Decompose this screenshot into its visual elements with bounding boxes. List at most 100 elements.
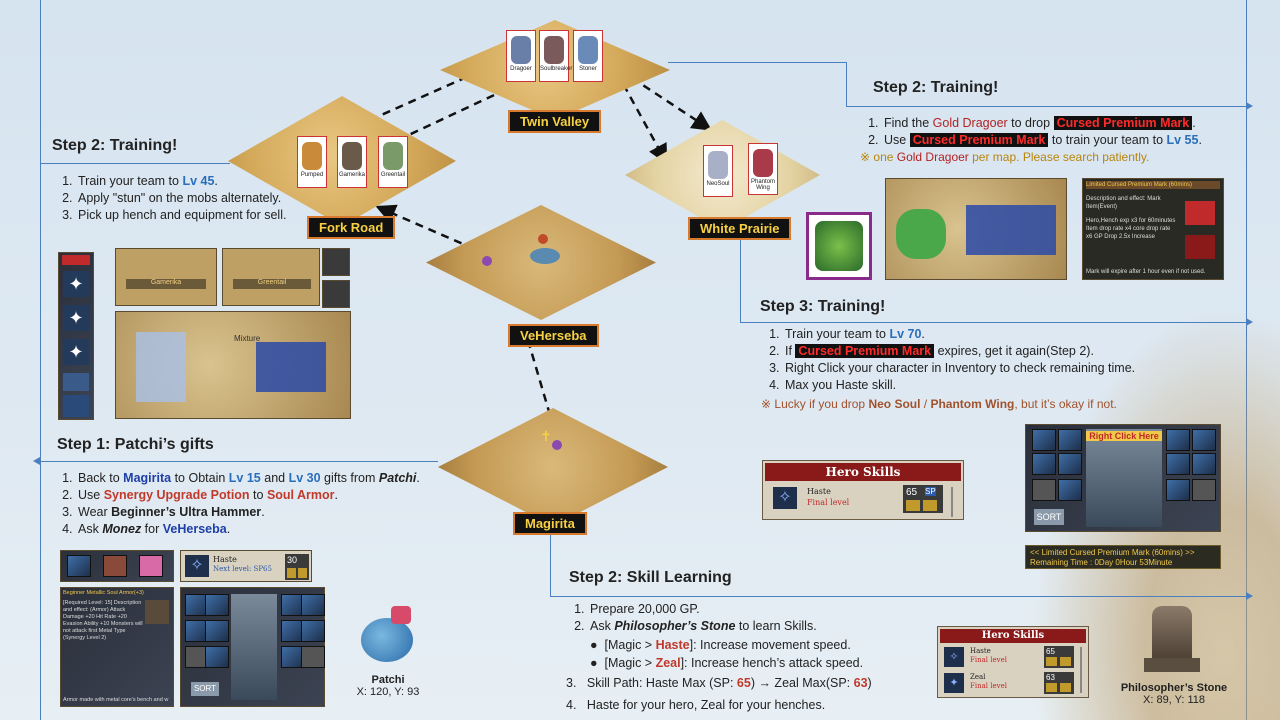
panel-title: Hero Skills	[765, 463, 961, 481]
list-item: Pick up hench and equipment for sell.	[76, 207, 286, 224]
skill-name: Zeal	[970, 673, 986, 681]
divider	[846, 106, 1246, 107]
battle-screenshot: Mixture	[115, 311, 351, 419]
mob-card-soulbreaker: Soulbreaker	[539, 30, 572, 82]
portal-icon	[482, 256, 492, 266]
skill-hotbar: ✦ ✦ ✦	[58, 252, 94, 420]
npc-name: Philosopher’s Stone	[1120, 682, 1228, 694]
list-item: Ask Philosopher’s Stone to learn Skills.	[588, 618, 817, 635]
arrow-head	[1246, 102, 1253, 110]
list-item: Right Click your character in Inventory …	[783, 360, 1135, 377]
npc-marker-icon	[538, 234, 548, 244]
map-label-magirita: Magirita	[513, 512, 587, 535]
list-item: Find the Gold Dragoer to drop Cursed Pre…	[882, 115, 1202, 132]
right-click-hint: Right Click Here	[1086, 431, 1162, 441]
mark-battle-screenshot	[885, 178, 1067, 280]
map-label-fork-road: Fork Road	[307, 216, 396, 239]
ice-crystal	[136, 332, 186, 402]
armor-tooltip: Beginner Metallic Soul Armor(+3) [Requir…	[60, 587, 174, 707]
haste-skill-icon: ✧	[773, 487, 797, 509]
gift-items-bar	[60, 550, 174, 582]
haste-skill-icon: ✧	[944, 647, 964, 667]
mark-timer-bar: << Limited Cursed Premium Mark (60mins) …	[1025, 545, 1221, 569]
list-item: If Cursed Premium Mark expires, get it a…	[783, 343, 1135, 360]
minus-button[interactable]	[1046, 683, 1057, 692]
mob-card-gamerika: Gamerika	[337, 136, 367, 188]
list-item: Prepare 20,000 GP.	[588, 601, 817, 618]
tooltip-title: Beginner Metallic Soul Armor(+3)	[63, 590, 144, 596]
divider	[740, 240, 741, 322]
step-training-70-title: Step 3: Training!	[760, 298, 886, 315]
minus-button[interactable]	[1046, 657, 1057, 666]
map-label-white-prairie: White Prairie	[688, 217, 792, 240]
sort-button[interactable]: SORT	[191, 682, 219, 696]
cross-icon: ✝	[540, 428, 552, 444]
zeal-skill-icon: ✦	[944, 673, 964, 693]
timer-remaining: Remaining Time : 0Day 0Hour 53Minute	[1030, 558, 1173, 567]
list-item: ● [Magic > Zeal]: Increase hench’s attac…	[590, 656, 864, 670]
arrow-head	[1246, 318, 1253, 326]
list-item: Train your team to Lv 45.	[76, 173, 286, 190]
step-training-70-note: ※ Lucky if you drop Neo Soul / Phantom W…	[761, 397, 1117, 411]
list-item: Max you Haste skill.	[783, 377, 1135, 394]
step-training-45-title: Step 2: Training!	[52, 137, 178, 154]
character-preview[interactable]: Right Click Here	[1086, 429, 1162, 527]
skill-name: Haste	[213, 555, 237, 564]
haste-skill-row: ✧ Haste Next level: SP65 30	[180, 550, 312, 582]
stun-skill-icon: ✦	[63, 305, 89, 331]
tooltip-desc: [Required Level: 15] Description and eff…	[63, 600, 143, 641]
mob-card-greentail: Greentail	[378, 136, 408, 188]
skill-usage-line: 4. Haste for your hero, Zeal for your he…	[566, 698, 826, 712]
scrollbar[interactable]	[1080, 647, 1082, 693]
patchi-body	[361, 618, 413, 662]
philosopher-stone-portrait	[1142, 602, 1202, 678]
plus-button[interactable]	[298, 568, 307, 578]
step-skill-title: Step 2: Skill Learning	[569, 569, 732, 586]
stone-base	[1144, 658, 1200, 672]
scrollbar[interactable]	[951, 487, 953, 517]
stone-statue	[1152, 606, 1192, 662]
step-training-55-list: Find the Gold Dragoer to drop Cursed Pre…	[860, 115, 1202, 149]
wing-icon	[63, 395, 89, 417]
arrow-head	[1246, 592, 1253, 600]
skill-next-level: Next level: SP65	[213, 565, 272, 573]
minus-button[interactable]	[287, 568, 296, 578]
minus-button[interactable]	[906, 500, 920, 511]
party-name-tag: Mixture	[234, 334, 261, 343]
skill-path-line: 3. Skill Path: Haste Max (SP: 65) → Zeal…	[566, 676, 872, 690]
hero-skills-panel-small: Hero Skills ✧ Haste Final level 65 ✦ Zea…	[937, 626, 1089, 698]
stun-skill-icon: ✦	[63, 339, 89, 365]
plus-button[interactable]	[923, 500, 937, 511]
tooltip-desc: Description and effect: Mark Item(Event)	[1086, 196, 1161, 210]
plus-button[interactable]	[1060, 683, 1071, 692]
party-characters	[966, 205, 1056, 255]
step-gifts-list: Back to Magirita to Obtain Lv 15 and Lv …	[54, 470, 420, 538]
sort-button[interactable]: SORT	[1034, 509, 1064, 525]
patchi-caption: Patchi X: 120, Y: 93	[350, 674, 426, 698]
sp-box: 65	[1044, 646, 1074, 668]
frame-left-line	[40, 0, 41, 720]
hotbar-header	[62, 255, 90, 265]
divider	[668, 62, 846, 63]
tooltip-stats: Hero,Hench exp x3 for 60minutes Item dro…	[1086, 218, 1176, 240]
divider	[550, 596, 1246, 597]
arrow-head	[33, 457, 40, 465]
dragoer-figure	[815, 221, 863, 271]
item-slot	[322, 248, 350, 276]
character-preview[interactable]	[231, 594, 277, 700]
sp-box: 65 SP	[903, 485, 943, 513]
step-training-45-list: Train your team to Lv 45. Apply "stun" o…	[54, 173, 286, 224]
list-item: Use Synergy Upgrade Potion to Soul Armor…	[76, 487, 420, 504]
sp-box: 63	[1044, 672, 1074, 694]
item-icon	[63, 373, 89, 391]
divider	[40, 163, 230, 164]
mark-badge-icon	[1185, 235, 1215, 259]
plus-button[interactable]	[1060, 657, 1071, 666]
stun-skill-icon: ✦	[63, 271, 89, 297]
inventory-window: Right Click Here SORT	[1025, 424, 1221, 532]
veherseba-lake	[530, 248, 560, 264]
mob-card-dragoer: Dragoer	[506, 30, 536, 82]
tooltip-footer: Mark will expire after 1 hour even if no…	[1086, 269, 1206, 275]
mob-screenshot-greentail: Greentail	[222, 248, 320, 306]
panel-title: Hero Skills	[940, 629, 1086, 643]
